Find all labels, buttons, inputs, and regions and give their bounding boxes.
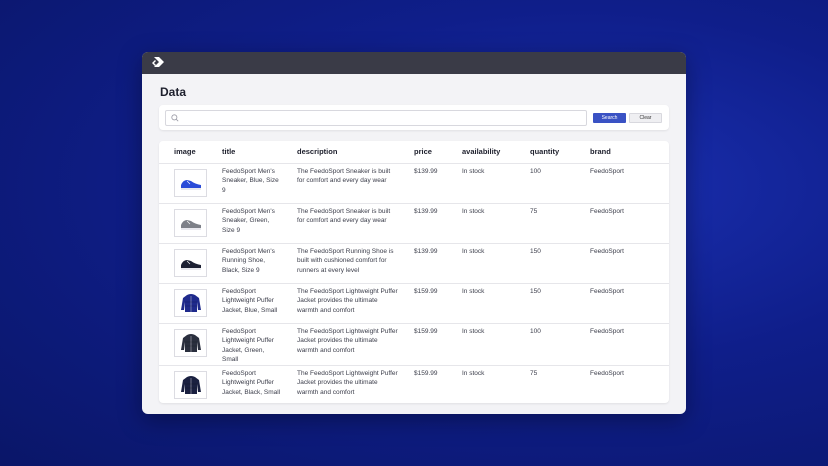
column-header-quantity[interactable]: quantity xyxy=(515,141,575,164)
cell-price: $159.99 xyxy=(399,283,447,324)
cell-availability: In stock xyxy=(447,323,515,366)
cell-brand: FeedoSport xyxy=(575,283,669,324)
cell-price: $139.99 xyxy=(399,203,447,244)
cell-availability: In stock xyxy=(447,203,515,244)
product-thumbnail xyxy=(174,248,207,277)
cell-description: The FeedoSport Lightweight Puffer Jacket… xyxy=(282,283,399,324)
black-puffer-jacket-icon xyxy=(180,375,201,394)
search-button[interactable]: Search xyxy=(593,112,626,123)
data-table-card: image title description price availabili… xyxy=(159,141,669,403)
product-thumbnail xyxy=(174,328,207,357)
black-running-shoe-icon xyxy=(180,259,201,270)
cell-availability: In stock xyxy=(447,163,515,204)
cell-availability: In stock xyxy=(447,365,515,403)
app-window: Data Search Clear image title descriptio… xyxy=(142,52,686,414)
cell-title: FeedoSport Lightweight Puffer Jacket, Bl… xyxy=(207,283,282,324)
green-puffer-jacket-icon xyxy=(180,333,201,352)
cell-image xyxy=(159,163,207,204)
cell-description: The FeedoSport Lightweight Puffer Jacket… xyxy=(282,365,399,403)
table-header-row: image title description price availabili… xyxy=(159,141,669,164)
search-bar: Search Clear xyxy=(159,105,669,130)
cell-title: FeedoSport Lightweight Puffer Jacket, Bl… xyxy=(207,365,282,403)
table-row[interactable]: FeedoSport Men's Running Shoe, Black, Si… xyxy=(159,243,669,284)
cell-brand: FeedoSport xyxy=(575,203,669,244)
cell-brand: FeedoSport xyxy=(575,365,669,403)
search-field[interactable] xyxy=(165,109,587,126)
column-header-brand[interactable]: brand xyxy=(575,141,669,164)
cell-quantity: 150 xyxy=(515,243,575,284)
main-content: Data Search Clear image title descriptio… xyxy=(142,74,686,403)
table-row[interactable]: FeedoSport Lightweight Puffer Jacket, Bl… xyxy=(159,283,669,324)
cell-quantity: 150 xyxy=(515,283,575,324)
product-thumbnail xyxy=(174,208,207,237)
cell-quantity: 100 xyxy=(515,163,575,204)
cell-availability: In stock xyxy=(447,283,515,324)
cell-description: The FeedoSport Running Shoe is built wit… xyxy=(282,243,399,284)
column-header-description[interactable]: description xyxy=(282,141,399,164)
cell-brand: FeedoSport xyxy=(575,323,669,366)
product-thumbnail xyxy=(174,168,207,197)
cell-title: FeedoSport Lightweight Puffer Jacket, Gr… xyxy=(207,323,282,366)
titlebar xyxy=(142,52,686,74)
cell-price: $159.99 xyxy=(399,323,447,366)
cell-description: The FeedoSport Sneaker is built for comf… xyxy=(282,203,399,244)
cell-quantity: 100 xyxy=(515,323,575,366)
product-thumbnail xyxy=(174,288,207,317)
cell-description: The FeedoSport Lightweight Puffer Jacket… xyxy=(282,323,399,366)
product-thumbnail xyxy=(174,370,207,399)
cell-title: FeedoSport Men's Sneaker, Blue, Size 9 xyxy=(207,163,282,204)
cell-quantity: 75 xyxy=(515,203,575,244)
search-icon xyxy=(171,113,179,121)
column-header-image[interactable]: image xyxy=(159,141,207,164)
green-sneaker-icon xyxy=(180,219,201,230)
search-input[interactable] xyxy=(182,110,586,125)
table-row[interactable]: FeedoSport Lightweight Puffer Jacket, Gr… xyxy=(159,323,669,366)
app-logo-icon xyxy=(152,57,164,67)
cell-image xyxy=(159,365,207,403)
cell-image xyxy=(159,243,207,284)
column-header-title[interactable]: title xyxy=(207,141,282,164)
cell-image xyxy=(159,323,207,366)
data-table: image title description price availabili… xyxy=(159,141,669,403)
cell-brand: FeedoSport xyxy=(575,243,669,284)
cell-image xyxy=(159,283,207,324)
page-title: Data xyxy=(160,85,187,99)
cell-price: $159.99 xyxy=(399,365,447,403)
blue-puffer-jacket-icon xyxy=(180,293,201,312)
cell-image xyxy=(159,203,207,244)
cell-price: $139.99 xyxy=(399,163,447,204)
column-header-price[interactable]: price xyxy=(399,141,447,164)
table-row[interactable]: FeedoSport Men's Sneaker, Blue, Size 9 Th… xyxy=(159,163,669,204)
blue-sneaker-icon xyxy=(180,179,201,190)
cell-availability: In stock xyxy=(447,243,515,284)
cell-brand: FeedoSport xyxy=(575,163,669,204)
cell-price: $139.99 xyxy=(399,243,447,284)
cell-description: The FeedoSport Sneaker is built for comf… xyxy=(282,163,399,204)
cell-quantity: 75 xyxy=(515,365,575,403)
column-header-availability[interactable]: availability xyxy=(447,141,515,164)
table-row[interactable]: FeedoSport Lightweight Puffer Jacket, Bl… xyxy=(159,365,669,403)
clear-button[interactable]: Clear xyxy=(629,112,662,123)
cell-title: FeedoSport Men's Sneaker, Green, Size 9 xyxy=(207,203,282,244)
cell-title: FeedoSport Men's Running Shoe, Black, Si… xyxy=(207,243,282,284)
